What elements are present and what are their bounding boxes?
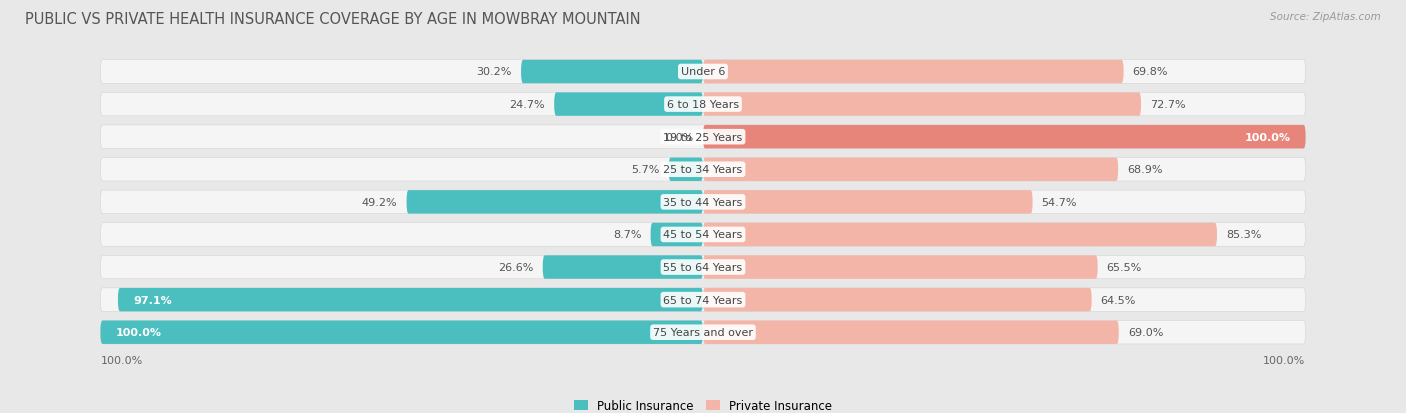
FancyBboxPatch shape bbox=[651, 223, 703, 247]
Text: 8.7%: 8.7% bbox=[613, 230, 641, 240]
FancyBboxPatch shape bbox=[703, 288, 1091, 312]
Text: 69.8%: 69.8% bbox=[1133, 67, 1168, 77]
Text: 72.7%: 72.7% bbox=[1150, 100, 1185, 110]
Text: 68.9%: 68.9% bbox=[1128, 165, 1163, 175]
FancyBboxPatch shape bbox=[100, 223, 1306, 247]
Text: Source: ZipAtlas.com: Source: ZipAtlas.com bbox=[1270, 12, 1381, 22]
Text: 35 to 44 Years: 35 to 44 Years bbox=[664, 197, 742, 207]
Text: 5.7%: 5.7% bbox=[631, 165, 659, 175]
Text: 24.7%: 24.7% bbox=[509, 100, 546, 110]
Text: PUBLIC VS PRIVATE HEALTH INSURANCE COVERAGE BY AGE IN MOWBRAY MOUNTAIN: PUBLIC VS PRIVATE HEALTH INSURANCE COVER… bbox=[25, 12, 641, 27]
FancyBboxPatch shape bbox=[406, 191, 703, 214]
Text: 100.0%: 100.0% bbox=[1244, 132, 1291, 142]
Text: 30.2%: 30.2% bbox=[477, 67, 512, 77]
FancyBboxPatch shape bbox=[703, 93, 1142, 116]
Text: 100.0%: 100.0% bbox=[100, 355, 142, 365]
FancyBboxPatch shape bbox=[703, 191, 1032, 214]
FancyBboxPatch shape bbox=[100, 61, 1306, 84]
Text: 6 to 18 Years: 6 to 18 Years bbox=[666, 100, 740, 110]
Text: 0.0%: 0.0% bbox=[665, 132, 695, 142]
Text: 55 to 64 Years: 55 to 64 Years bbox=[664, 262, 742, 273]
FancyBboxPatch shape bbox=[703, 256, 1098, 279]
FancyBboxPatch shape bbox=[703, 126, 1306, 149]
Text: 45 to 54 Years: 45 to 54 Years bbox=[664, 230, 742, 240]
Text: 19 to 25 Years: 19 to 25 Years bbox=[664, 132, 742, 142]
Text: 65 to 74 Years: 65 to 74 Years bbox=[664, 295, 742, 305]
FancyBboxPatch shape bbox=[100, 93, 1306, 116]
Text: Under 6: Under 6 bbox=[681, 67, 725, 77]
FancyBboxPatch shape bbox=[669, 158, 703, 182]
FancyBboxPatch shape bbox=[100, 191, 1306, 214]
FancyBboxPatch shape bbox=[703, 61, 1123, 84]
FancyBboxPatch shape bbox=[703, 223, 1218, 247]
Text: 49.2%: 49.2% bbox=[361, 197, 398, 207]
FancyBboxPatch shape bbox=[100, 321, 1306, 344]
Text: 25 to 34 Years: 25 to 34 Years bbox=[664, 165, 742, 175]
FancyBboxPatch shape bbox=[100, 256, 1306, 279]
FancyBboxPatch shape bbox=[703, 321, 1119, 344]
FancyBboxPatch shape bbox=[703, 158, 1118, 182]
Text: 54.7%: 54.7% bbox=[1042, 197, 1077, 207]
FancyBboxPatch shape bbox=[100, 158, 1306, 182]
FancyBboxPatch shape bbox=[100, 288, 1306, 312]
FancyBboxPatch shape bbox=[118, 288, 703, 312]
Text: 85.3%: 85.3% bbox=[1226, 230, 1261, 240]
Text: 69.0%: 69.0% bbox=[1128, 328, 1163, 337]
Text: 100.0%: 100.0% bbox=[1264, 355, 1306, 365]
Text: 100.0%: 100.0% bbox=[115, 328, 162, 337]
Text: 75 Years and over: 75 Years and over bbox=[652, 328, 754, 337]
Text: 97.1%: 97.1% bbox=[134, 295, 172, 305]
FancyBboxPatch shape bbox=[543, 256, 703, 279]
Text: 64.5%: 64.5% bbox=[1101, 295, 1136, 305]
FancyBboxPatch shape bbox=[100, 321, 703, 344]
Legend: Public Insurance, Private Insurance: Public Insurance, Private Insurance bbox=[569, 394, 837, 413]
Text: 26.6%: 26.6% bbox=[498, 262, 534, 273]
FancyBboxPatch shape bbox=[554, 93, 703, 116]
Text: 65.5%: 65.5% bbox=[1107, 262, 1142, 273]
FancyBboxPatch shape bbox=[100, 126, 1306, 149]
FancyBboxPatch shape bbox=[522, 61, 703, 84]
